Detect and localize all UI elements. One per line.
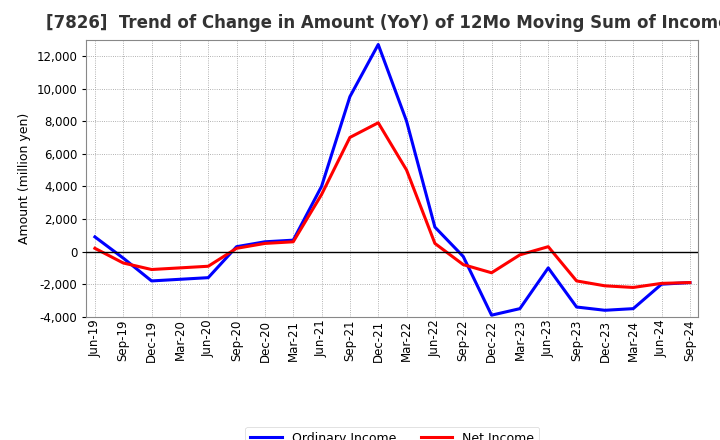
Ordinary Income (374, 42, 382, 47)
Line: Net Income: Net Income (95, 123, 690, 287)
Legend: Ordinary Income, Net Income: Ordinary Income, Net Income (246, 427, 539, 440)
Ordinary Income (685, 280, 694, 285)
Net Income (459, 262, 467, 267)
Net Income (176, 265, 184, 271)
Ordinary Income (629, 306, 637, 311)
Ordinary Income (148, 278, 156, 283)
Ordinary Income (487, 312, 496, 318)
Ordinary Income (233, 244, 241, 249)
Net Income (91, 246, 99, 251)
Net Income (629, 285, 637, 290)
Net Income (261, 241, 269, 246)
Net Income (204, 264, 212, 269)
Net Income (572, 278, 581, 283)
Net Income (657, 281, 666, 286)
Net Income (431, 241, 439, 246)
Ordinary Income (544, 265, 552, 271)
Ordinary Income (346, 94, 354, 99)
Ordinary Income (289, 238, 297, 243)
Title: [7826]  Trend of Change in Amount (YoY) of 12Mo Moving Sum of Incomes: [7826] Trend of Change in Amount (YoY) o… (45, 15, 720, 33)
Net Income (487, 270, 496, 275)
Net Income (346, 135, 354, 140)
Ordinary Income (657, 282, 666, 287)
Net Income (119, 260, 127, 266)
Ordinary Income (119, 256, 127, 261)
Ordinary Income (600, 308, 609, 313)
Ordinary Income (204, 275, 212, 280)
Ordinary Income (402, 118, 411, 124)
Net Income (685, 280, 694, 285)
Net Income (402, 167, 411, 172)
Ordinary Income (431, 224, 439, 230)
Net Income (544, 244, 552, 249)
Net Income (516, 252, 524, 257)
Line: Ordinary Income: Ordinary Income (95, 44, 690, 315)
Ordinary Income (572, 304, 581, 310)
Net Income (289, 239, 297, 245)
Net Income (233, 246, 241, 251)
Ordinary Income (459, 254, 467, 259)
Ordinary Income (261, 239, 269, 245)
Net Income (318, 192, 326, 197)
Ordinary Income (91, 234, 99, 239)
Ordinary Income (318, 184, 326, 189)
Y-axis label: Amount (million yen): Amount (million yen) (18, 113, 31, 244)
Net Income (148, 267, 156, 272)
Net Income (600, 283, 609, 289)
Ordinary Income (176, 277, 184, 282)
Ordinary Income (516, 306, 524, 311)
Net Income (374, 120, 382, 125)
